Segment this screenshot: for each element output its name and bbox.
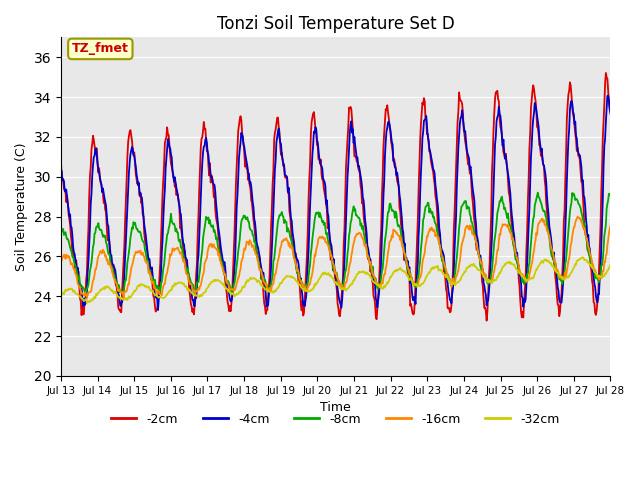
Line: -16cm: -16cm (61, 216, 611, 299)
X-axis label: Time: Time (320, 401, 351, 414)
-4cm (209, 180, 217, 186)
-8cm (57, 231, 65, 237)
-32cm (67, 286, 75, 292)
Line: -4cm: -4cm (61, 96, 611, 310)
-4cm (604, 93, 612, 98)
-8cm (124, 255, 132, 261)
-4cm (607, 111, 614, 117)
-8cm (534, 190, 541, 195)
Line: -32cm: -32cm (61, 257, 611, 303)
-32cm (180, 281, 188, 287)
-32cm (607, 262, 614, 268)
-16cm (57, 258, 65, 264)
-2cm (67, 232, 75, 238)
-4cm (57, 167, 65, 173)
-32cm (57, 291, 65, 297)
Legend: -2cm, -4cm, -8cm, -16cm, -32cm: -2cm, -4cm, -8cm, -16cm, -32cm (106, 408, 565, 431)
-4cm (403, 260, 411, 266)
-32cm (83, 300, 91, 306)
-2cm (602, 70, 610, 76)
-2cm (179, 251, 187, 256)
-4cm (124, 204, 131, 210)
-8cm (607, 192, 614, 197)
-16cm (124, 281, 132, 287)
-32cm (209, 279, 217, 285)
-8cm (67, 247, 75, 253)
-8cm (81, 292, 89, 298)
-16cm (67, 262, 75, 267)
-2cm (483, 318, 490, 324)
Line: -2cm: -2cm (61, 73, 611, 321)
-4cm (419, 129, 427, 134)
Text: TZ_fmet: TZ_fmet (72, 42, 129, 55)
Line: -8cm: -8cm (61, 192, 611, 295)
-16cm (403, 261, 411, 267)
-8cm (209, 222, 217, 228)
-8cm (180, 255, 188, 261)
-32cm (419, 281, 427, 287)
-32cm (403, 273, 411, 278)
-16cm (419, 256, 427, 262)
-2cm (57, 157, 65, 163)
-2cm (607, 107, 614, 113)
-2cm (419, 100, 426, 106)
-8cm (419, 216, 427, 222)
-32cm (579, 254, 587, 260)
-2cm (124, 154, 131, 159)
-16cm (209, 242, 217, 248)
-4cm (67, 223, 75, 228)
Y-axis label: Soil Temperature (C): Soil Temperature (C) (15, 143, 28, 271)
-2cm (209, 175, 216, 180)
-8cm (403, 264, 411, 270)
-4cm (154, 307, 162, 313)
Title: Tonzi Soil Temperature Set D: Tonzi Soil Temperature Set D (217, 15, 454, 33)
-16cm (607, 223, 614, 228)
-16cm (120, 296, 127, 301)
-4cm (180, 241, 188, 247)
-16cm (180, 257, 188, 263)
-2cm (403, 257, 410, 263)
-32cm (124, 295, 132, 300)
-16cm (573, 214, 581, 219)
